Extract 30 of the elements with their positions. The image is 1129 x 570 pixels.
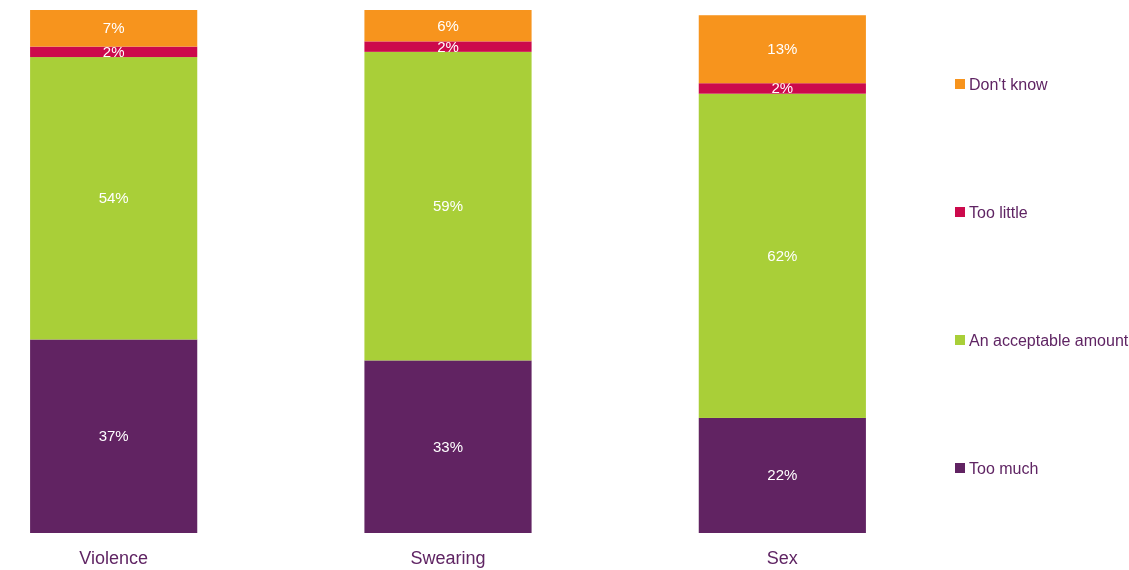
bar bbox=[698, 83, 866, 94]
data-label: 2% bbox=[102, 42, 125, 60]
bar bbox=[364, 51, 532, 361]
data-label: 2% bbox=[437, 37, 459, 55]
data-label: 37% bbox=[98, 427, 129, 445]
x-tick-label: Swearing bbox=[410, 548, 486, 568]
data-label: 59% bbox=[432, 197, 464, 215]
data-label: 22% bbox=[767, 466, 798, 484]
bar bbox=[364, 10, 532, 42]
data-label: 6% bbox=[437, 16, 459, 34]
legend-label: Too little bbox=[969, 204, 1028, 221]
data-label: 54% bbox=[98, 189, 129, 207]
bar bbox=[30, 10, 198, 47]
legend-label: Too much bbox=[969, 460, 1039, 477]
bar bbox=[30, 339, 198, 533]
legend-label: An acceptable amount bbox=[969, 332, 1129, 349]
bar bbox=[364, 41, 532, 52]
data-label: 33% bbox=[432, 437, 464, 455]
x-tick-label: Violence bbox=[79, 548, 149, 568]
bar bbox=[30, 57, 198, 340]
data-label: 2% bbox=[771, 79, 794, 97]
legend-label: Don't know bbox=[969, 76, 1049, 93]
bar bbox=[698, 93, 866, 418]
bar bbox=[698, 15, 866, 84]
bar bbox=[364, 360, 532, 533]
x-tick-label: Sex bbox=[766, 548, 798, 568]
data-label: 62% bbox=[767, 246, 798, 264]
data-label: 13% bbox=[767, 40, 798, 58]
data-label: 7% bbox=[102, 19, 125, 37]
bar bbox=[698, 417, 866, 533]
